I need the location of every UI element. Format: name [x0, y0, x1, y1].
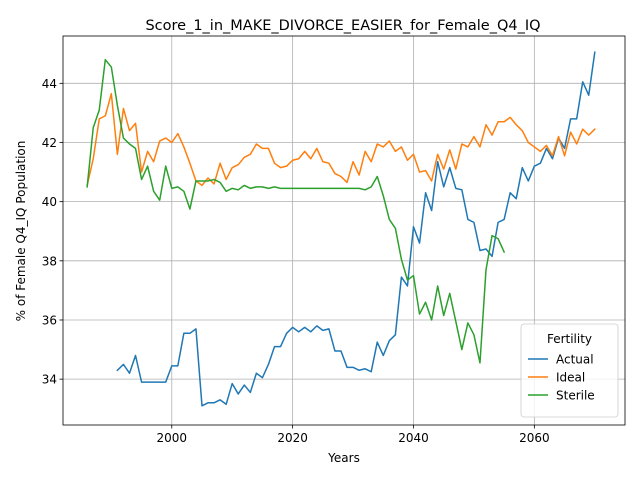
y-axis: 34 36 38 40 42 44: [42, 77, 63, 387]
legend-label-ideal: Ideal: [556, 371, 585, 385]
legend-title: Fertility: [547, 332, 592, 346]
x-tick-label: 2020: [277, 431, 308, 445]
legend-entries: Actual Ideal Sterile: [528, 353, 595, 403]
x-axis-label: Years: [327, 451, 360, 465]
series-layer: [86, 51, 596, 407]
y-tick-label: 36: [42, 313, 57, 327]
legend-box: [520, 323, 619, 418]
y-axis-label: % of Female Q4_IQ Population: [14, 141, 28, 322]
series-line-actual: [116, 51, 596, 407]
x-tick-label: 2060: [519, 431, 550, 445]
y-tick-label: 38: [42, 254, 57, 268]
y-tick-label: 44: [42, 77, 57, 91]
series-line-ideal: [86, 92, 596, 187]
x-axis: 2000 2020 2040 2060: [157, 425, 550, 445]
x-tick-label: 2040: [398, 431, 429, 445]
y-tick-label: 42: [42, 136, 57, 150]
legend-label-sterile: Sterile: [556, 389, 595, 403]
axes-frame: [62, 35, 626, 426]
y-tick-label: 34: [42, 373, 57, 387]
series-line-sterile: [86, 58, 506, 364]
chart-title: Score_1_in_MAKE_DIVORCE_EASIER_for_Femal…: [145, 18, 540, 34]
legend-label-actual: Actual: [556, 353, 594, 367]
y-tick-label: 40: [42, 195, 57, 209]
x-tick-label: 2000: [157, 431, 188, 445]
legend: Fertility Actual Ideal Sterile: [520, 323, 619, 418]
